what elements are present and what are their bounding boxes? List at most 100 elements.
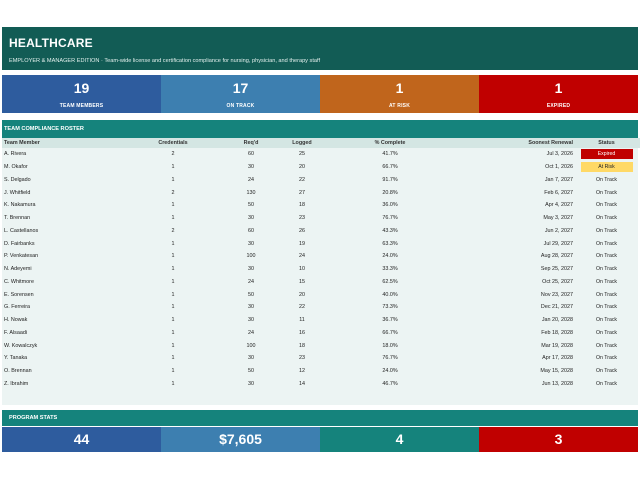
required-cell: 30 — [248, 164, 254, 171]
col-logged: Logged — [275, 138, 329, 148]
required-cell: 60 — [248, 151, 254, 158]
status-badge: On Track — [595, 317, 618, 324]
percent-cell: 91.7% — [382, 176, 398, 183]
table-row: N. Adeyemi 1 30 10 33.3% Sep 25, 2027 On Track — [2, 263, 640, 276]
status-cell: On Track — [573, 250, 640, 263]
roster-section-header: TEAM COMPLIANCE ROSTER — [2, 120, 638, 138]
status-badge: On Track — [595, 253, 618, 260]
member-name: J. Whitfield — [4, 189, 31, 196]
renewal-cell: Apr 17, 2028 — [542, 355, 573, 362]
status-badge: On Track — [595, 380, 618, 387]
logged-cell: 12 — [299, 368, 305, 375]
status-cell: On Track — [573, 199, 640, 212]
renewal-cell: Apr 4, 2027 — [545, 202, 573, 209]
percent-cell: 41.7% — [382, 151, 398, 158]
logged-cell: 22 — [299, 304, 305, 311]
status-badge: On Track — [595, 202, 618, 209]
percent-cell: 24.0% — [382, 253, 398, 260]
renewal-cell: Nov 23, 2027 — [540, 291, 573, 298]
credentials-cell: 1 — [171, 304, 175, 311]
status-cell: On Track — [573, 365, 640, 378]
col-percent-complete: % Complete — [329, 138, 451, 148]
stats-title: PROGRAM STATS — [9, 415, 58, 421]
status-cell: On Track — [573, 276, 640, 289]
status-badge: On Track — [595, 176, 618, 183]
credentials-cell: 1 — [171, 291, 175, 298]
table-row: S. Delgado 1 24 22 91.7% Jan 7, 2027 On Track — [2, 174, 640, 187]
logged-cell: 23 — [299, 355, 305, 362]
renewal-cell: Sep 25, 2027 — [540, 266, 573, 273]
credentials-cell: 1 — [171, 368, 175, 375]
percent-cell: 66.7% — [382, 164, 398, 171]
required-cell: 24 — [248, 278, 254, 285]
member-name: C. Whitmore — [4, 278, 34, 285]
credentials-cell: 1 — [171, 253, 175, 260]
col-team-member: Team Member — [2, 138, 119, 148]
percent-cell: 24.0% — [382, 368, 398, 375]
status-cell: On Track — [573, 174, 640, 187]
member-name: T. Brennan — [4, 215, 31, 222]
logged-cell: 18 — [299, 202, 305, 209]
table-row: T. Brennan 1 30 23 76.7% May 3, 2027 On Track — [2, 212, 640, 225]
member-name: E. Sorensen — [4, 291, 34, 298]
renewal-cell: Jul 29, 2027 — [543, 240, 573, 247]
roster-title: TEAM COMPLIANCE ROSTER — [4, 126, 84, 132]
member-name: O. Brennan — [4, 368, 32, 375]
status-badge: On Track — [595, 240, 618, 247]
credentials-cell: 1 — [171, 215, 175, 222]
percent-cell: 20.8% — [382, 189, 398, 196]
required-cell: 30 — [248, 380, 254, 387]
col-status: Status — [573, 138, 640, 148]
renewal-cell: Jun 2, 2027 — [544, 227, 573, 234]
renewal-cell: Oct 25, 2027 — [542, 278, 573, 285]
roster-header-row: Team Member Credentials Req'd Logged % C… — [2, 138, 640, 148]
table-row: K. Nakamura 1 50 18 36.0% Apr 4, 2027 On Track — [2, 199, 640, 212]
percent-cell: 43.3% — [382, 227, 398, 234]
logged-cell: 14 — [299, 380, 305, 387]
renewal-cell: Feb 6, 2027 — [544, 189, 573, 196]
renewal-cell: Jan 7, 2027 — [544, 176, 573, 183]
stat-tile: 4 — [320, 427, 479, 452]
member-name: K. Nakamura — [4, 202, 36, 209]
page-title: HEALTHCARE — [9, 36, 93, 50]
kpi-on-track: 17 ON TRACK — [161, 75, 320, 113]
header-banner: HEALTHCARE EMPLOYER & MANAGER EDITION · … — [2, 27, 638, 70]
percent-cell: 46.7% — [382, 380, 398, 387]
credentials-cell: 1 — [171, 266, 175, 273]
required-cell: 24 — [248, 176, 254, 183]
member-name: L. Castellanos — [4, 227, 39, 234]
member-name: Z. Ibrahim — [4, 380, 29, 387]
stat-tile: 44 — [2, 427, 161, 452]
required-cell: 130 — [246, 189, 256, 196]
member-name: F. Alsaadi — [4, 329, 28, 336]
logged-cell: 10 — [299, 266, 305, 273]
credentials-cell: 1 — [171, 176, 175, 183]
kpi-at-risk: 1 AT RISK — [320, 75, 479, 113]
status-cell: On Track — [573, 263, 640, 276]
percent-cell: 76.7% — [382, 355, 398, 362]
table-row: E. Sorensen 1 50 20 40.0% Nov 23, 2027 On Trac… — [2, 288, 640, 301]
renewal-cell: Jul 3, 2026 — [546, 151, 573, 158]
credentials-cell: 1 — [171, 202, 175, 209]
status-cell: On Track — [573, 225, 640, 238]
percent-cell: 76.7% — [382, 215, 398, 222]
status-cell: Expired — [573, 148, 640, 161]
status-cell: On Track — [573, 314, 640, 327]
logged-cell: 22 — [299, 176, 305, 183]
status-cell: On Track — [573, 186, 640, 199]
credentials-cell: 1 — [171, 380, 175, 387]
required-cell: 60 — [248, 227, 254, 234]
status-badge: Expired — [580, 149, 633, 160]
table-row: Z. Ibrahim 1 30 14 46.7% Jun 13, 2028 On Track — [2, 378, 640, 391]
credentials-cell: 1 — [171, 342, 175, 349]
renewal-cell: Oct 1, 2026 — [545, 164, 573, 171]
logged-cell: 18 — [299, 342, 305, 349]
logged-cell: 25 — [299, 151, 305, 158]
table-row: J. Whitfield 2 130 27 20.8% Feb 6, 2027 On Tra… — [2, 186, 640, 199]
logged-cell: 23 — [299, 215, 305, 222]
kpi-row: 19 TEAM MEMBERS 17 ON TRACK 1 AT RISK 1 … — [2, 75, 638, 113]
renewal-cell: Mar 19, 2028 — [541, 342, 573, 349]
required-cell: 50 — [248, 202, 254, 209]
kpi-value: 1 — [554, 80, 563, 96]
logged-cell: 24 — [299, 253, 305, 260]
